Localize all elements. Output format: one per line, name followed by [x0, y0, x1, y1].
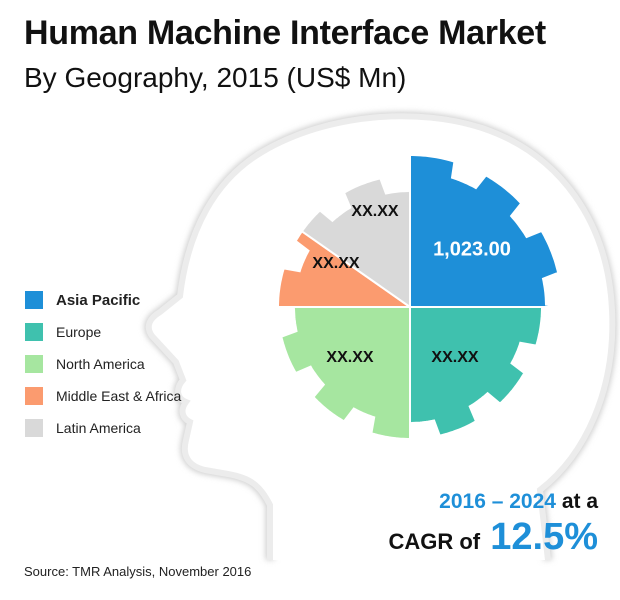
- slice-label-asia-pacific: 1,023.00: [433, 238, 511, 260]
- slice-label-middle-east-africa: XX.XX: [312, 255, 359, 272]
- pie-slice-middle-east-africa: [277, 229, 414, 308]
- source-note: Source: TMR Analysis, November 2016: [24, 564, 252, 579]
- cagr-rate-line: CAGR of 12.5%: [388, 516, 598, 559]
- legend: Asia Pacific Europe North America Middle…: [25, 284, 181, 444]
- legend-label-europe: Europe: [56, 324, 102, 340]
- legend-item-middle-east-africa: Middle East & Africa: [25, 380, 181, 412]
- legend-swatch-asia-pacific: [25, 291, 43, 309]
- legend-label-north-america: North America: [56, 356, 145, 372]
- pie-slice-asia-pacific: [409, 154, 563, 308]
- slice-label-north-america: XX.XX: [326, 349, 373, 366]
- legend-label-middle-east-africa: Middle East & Africa: [56, 388, 182, 404]
- legend-label-latin-america: Latin America: [56, 420, 141, 436]
- legend-item-europe: Europe: [25, 316, 181, 348]
- slice-label-latin-america: XX.XX: [351, 203, 398, 220]
- legend-swatch-latin-america: [25, 419, 43, 437]
- slice-label-europe: XX.XX: [431, 349, 478, 366]
- cagr-prefix: CAGR of: [388, 529, 481, 554]
- legend-item-asia-pacific: Asia Pacific: [25, 284, 181, 316]
- pie-slice-europe: [409, 306, 543, 440]
- pie-slice-labels: 1,023.00 XX.XX XX.XX XX.XX XX.XX: [312, 203, 511, 366]
- cagr-at-a: at a: [561, 490, 598, 513]
- legend-swatch-middle-east-africa: [25, 387, 43, 405]
- legend-item-latin-america: Latin America: [25, 412, 181, 444]
- chart-subtitle: By Geography, 2015 (US$ Mn): [24, 62, 407, 93]
- cagr-period-line: 2016 – 2024 at a: [388, 490, 598, 514]
- cagr-rate: 12.5%: [490, 516, 598, 558]
- cagr-callout: 2016 – 2024 at a CAGR of 12.5%: [388, 490, 598, 559]
- pie-slice-north-america: [277, 306, 411, 440]
- legend-label-asia-pacific: Asia Pacific: [56, 291, 141, 309]
- legend-item-north-america: North America: [25, 348, 181, 380]
- legend-swatch-north-america: [25, 355, 43, 373]
- cagr-years: 2016 – 2024: [439, 490, 556, 513]
- chart-title: Human Machine Interface Market: [24, 14, 546, 52]
- pie-slice-latin-america: [300, 174, 411, 309]
- legend-swatch-europe: [25, 323, 43, 341]
- pie-slices: [277, 154, 563, 440]
